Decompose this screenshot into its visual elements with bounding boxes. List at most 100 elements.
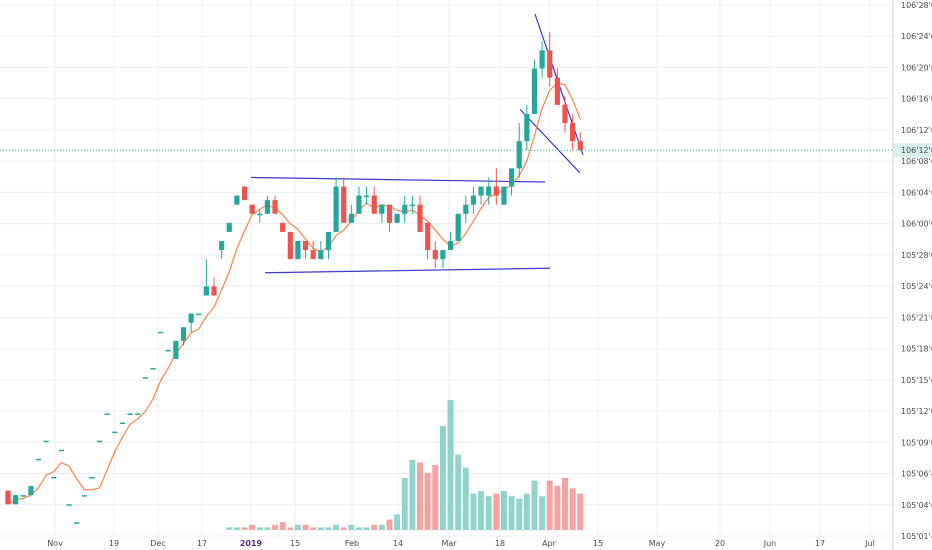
candle-body (272, 200, 278, 214)
price-tick-label: 105'01'4 (901, 532, 932, 541)
last-price-tag: 106'12'0 (894, 143, 932, 158)
volume-bar (577, 493, 584, 530)
volume-bar (241, 527, 248, 530)
candle-body (280, 222, 286, 232)
candle-body (501, 186, 507, 205)
price-tick-label: 105'04'0 (901, 501, 932, 510)
candle-body (310, 250, 316, 260)
time-tick-label: Dec (150, 539, 165, 548)
candle-body (577, 141, 583, 151)
volume-bar (455, 454, 462, 530)
volume-bar (424, 472, 431, 530)
candle-body (333, 186, 339, 232)
last-price-badge (894, 143, 932, 158)
price-axis[interactable]: 106'28'0 106'24'0 106'20'0 106'16'0 106'12'0… (901, 1, 932, 541)
time-tick-label: Apr (542, 539, 557, 548)
volume-bar (264, 527, 271, 530)
candle-body (13, 495, 19, 505)
candle-body (455, 213, 461, 241)
volume-bar (394, 514, 401, 530)
candle-body (180, 327, 187, 341)
volume-bar (317, 527, 324, 530)
candle-body (440, 250, 446, 260)
volume-bar (523, 493, 530, 530)
candle-body (234, 195, 240, 205)
candle-body (51, 477, 57, 479)
price-tick-label: 105'24'0 (901, 282, 932, 291)
volume-bar (531, 480, 538, 530)
volume-bar (439, 426, 446, 530)
candle-body (516, 141, 522, 169)
candle-body (425, 222, 431, 251)
time-tick-label: May (649, 539, 666, 548)
time-tick-label: Jun (763, 539, 777, 548)
time-tick-label: 18 (495, 539, 505, 548)
price-tick-label: 106'00'0 (901, 220, 932, 229)
candle-body (547, 50, 553, 78)
price-tick-label: 106'24'0 (901, 32, 932, 41)
candle-body (295, 241, 301, 260)
candle-body (402, 204, 408, 214)
grid (0, 0, 893, 537)
time-axis[interactable]: Nov 19 Dec 17 2019 15 Feb 14 Mar 18 Apr 15 May 20 Jun 1… (47, 539, 875, 548)
volume-bar (340, 527, 347, 530)
volume-bar (310, 527, 317, 530)
candle-body (478, 186, 484, 196)
volume-bar (554, 485, 561, 530)
candle-body (570, 123, 576, 142)
candle-body (562, 104, 568, 123)
volume-bar (409, 459, 416, 530)
volume-bar (561, 478, 568, 530)
candle-body (432, 250, 438, 260)
price-tick-label: 106'16'0 (901, 95, 932, 104)
last-price-label: 106'12'0 (901, 146, 932, 155)
price-tick-label: 106'20'0 (901, 63, 932, 72)
candle-body (28, 486, 34, 496)
candle-body (386, 204, 393, 223)
candle-body (135, 413, 141, 415)
candle-body (203, 286, 209, 296)
time-tick-label: 19 (109, 539, 119, 548)
volume-bar (447, 400, 454, 530)
candle-body (58, 449, 65, 452)
candle-body (104, 413, 110, 415)
volume-bar (470, 493, 477, 530)
candle-body (417, 204, 423, 232)
price-tick-label: 105'06'4 (901, 470, 932, 479)
candle-body (539, 50, 545, 69)
volume-bar (485, 496, 492, 530)
candle-body (142, 377, 148, 379)
candle-body (150, 368, 156, 370)
candle-body (486, 186, 492, 196)
volume-bar (539, 496, 546, 530)
candle-body (74, 522, 80, 524)
moving-average-line (7, 82, 581, 505)
volume-bar (432, 465, 439, 530)
price-tick-label: 105'09'0 (901, 438, 932, 447)
candle-body (493, 186, 499, 196)
volume-bar (287, 527, 294, 530)
candle-body (188, 313, 194, 323)
volume-bar (279, 522, 286, 530)
candle-body (66, 504, 72, 506)
time-tick-label: 20 (715, 539, 725, 548)
candle-body (356, 195, 362, 214)
time-tick-label: 17 (197, 539, 207, 548)
candle-body (325, 231, 332, 251)
candle-body (531, 68, 538, 114)
candle-body (409, 204, 415, 207)
candle-body (318, 250, 324, 260)
time-tick-label: Nov (47, 539, 63, 548)
candle-body (287, 231, 293, 260)
candle-body (554, 77, 560, 105)
volume-bar (386, 519, 393, 530)
volume-bar (500, 491, 507, 530)
volume-bar (363, 527, 370, 530)
candle-body (226, 222, 232, 232)
candle-body (508, 168, 515, 187)
volume-bar (546, 480, 553, 530)
candle-body (524, 113, 530, 142)
volume-bar (226, 527, 233, 530)
price-tick-label: 105'21'0 (901, 313, 932, 322)
